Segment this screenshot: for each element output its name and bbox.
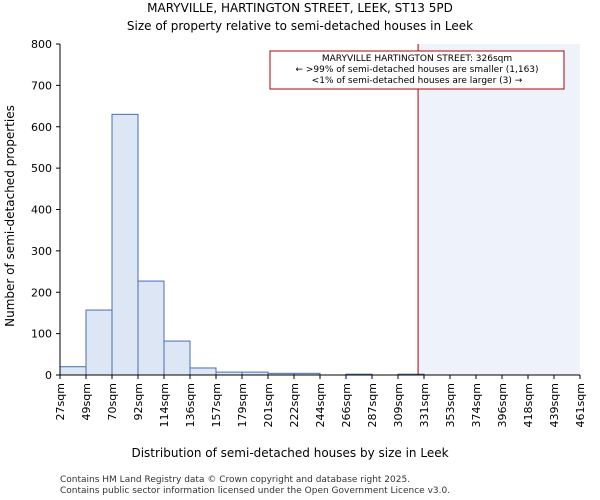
x-axis-label: Distribution of semi-detached houses by … xyxy=(131,446,448,460)
x-tick-label: 309sqm xyxy=(392,383,405,427)
footer-line-1: Contains HM Land Registry data © Crown c… xyxy=(60,475,410,485)
x-tick-label: 27sqm xyxy=(54,383,67,420)
y-tick-label: 300 xyxy=(31,245,52,258)
larger-region-shade xyxy=(418,44,580,375)
x-tick-label: 461sqm xyxy=(574,383,587,427)
x-tick-label: 396sqm xyxy=(496,383,509,427)
footer-line-2: Contains public sector information licen… xyxy=(60,486,450,496)
x-tick-label: 244sqm xyxy=(314,383,327,427)
x-tick-label: 70sqm xyxy=(106,383,119,420)
y-tick-label: 0 xyxy=(45,369,52,382)
y-tick-label: 800 xyxy=(31,38,52,51)
x-tick-label: 266sqm xyxy=(340,383,353,427)
x-tick-label: 353sqm xyxy=(444,383,457,427)
annotation-line-2: ← >99% of semi-detached houses are small… xyxy=(295,65,538,75)
bar xyxy=(59,366,87,376)
y-tick-label: 400 xyxy=(31,204,52,217)
bar xyxy=(163,340,191,376)
x-tick-label: 201sqm xyxy=(262,383,275,427)
annotation-box: MARYVILLE HARTINGTON STREET: 326sqm ← >9… xyxy=(269,50,565,90)
chart-subtitle: Size of property relative to semi-detach… xyxy=(127,19,473,33)
x-tick-label: 287sqm xyxy=(366,383,379,427)
x-tick-label: 49sqm xyxy=(80,383,93,420)
chart-title: MARYVILLE, HARTINGTON STREET, LEEK, ST13… xyxy=(147,1,453,15)
y-tick-label: 100 xyxy=(31,328,52,341)
x-tick-label: 136sqm xyxy=(184,383,197,427)
x-tick-label: 418sqm xyxy=(522,383,535,427)
x-tick-label: 374sqm xyxy=(470,383,483,427)
y-axis-label: Number of semi-detached properties xyxy=(3,105,17,327)
y-tick-label: 500 xyxy=(31,162,52,175)
x-tick-label: 331sqm xyxy=(418,383,431,427)
y-tick-label: 600 xyxy=(31,121,52,134)
annotation-line-1: MARYVILLE HARTINGTON STREET: 326sqm xyxy=(322,54,512,64)
bar xyxy=(85,309,113,376)
x-tick-label: 114sqm xyxy=(158,383,171,427)
bar xyxy=(137,280,165,376)
bar xyxy=(111,113,139,376)
x-tick-label: 439sqm xyxy=(548,383,561,427)
x-tick-label: 92sqm xyxy=(132,383,145,420)
annotation-border xyxy=(269,50,565,90)
y-tick-label: 200 xyxy=(31,286,52,299)
x-tick-label: 222sqm xyxy=(288,383,301,427)
y-tick-label: 700 xyxy=(31,79,52,92)
bar xyxy=(189,367,217,376)
x-tick-label: 157sqm xyxy=(210,383,223,427)
x-tick-label: 179sqm xyxy=(236,383,249,427)
annotation-line-3: <1% of semi-detached houses are larger (… xyxy=(312,76,523,86)
